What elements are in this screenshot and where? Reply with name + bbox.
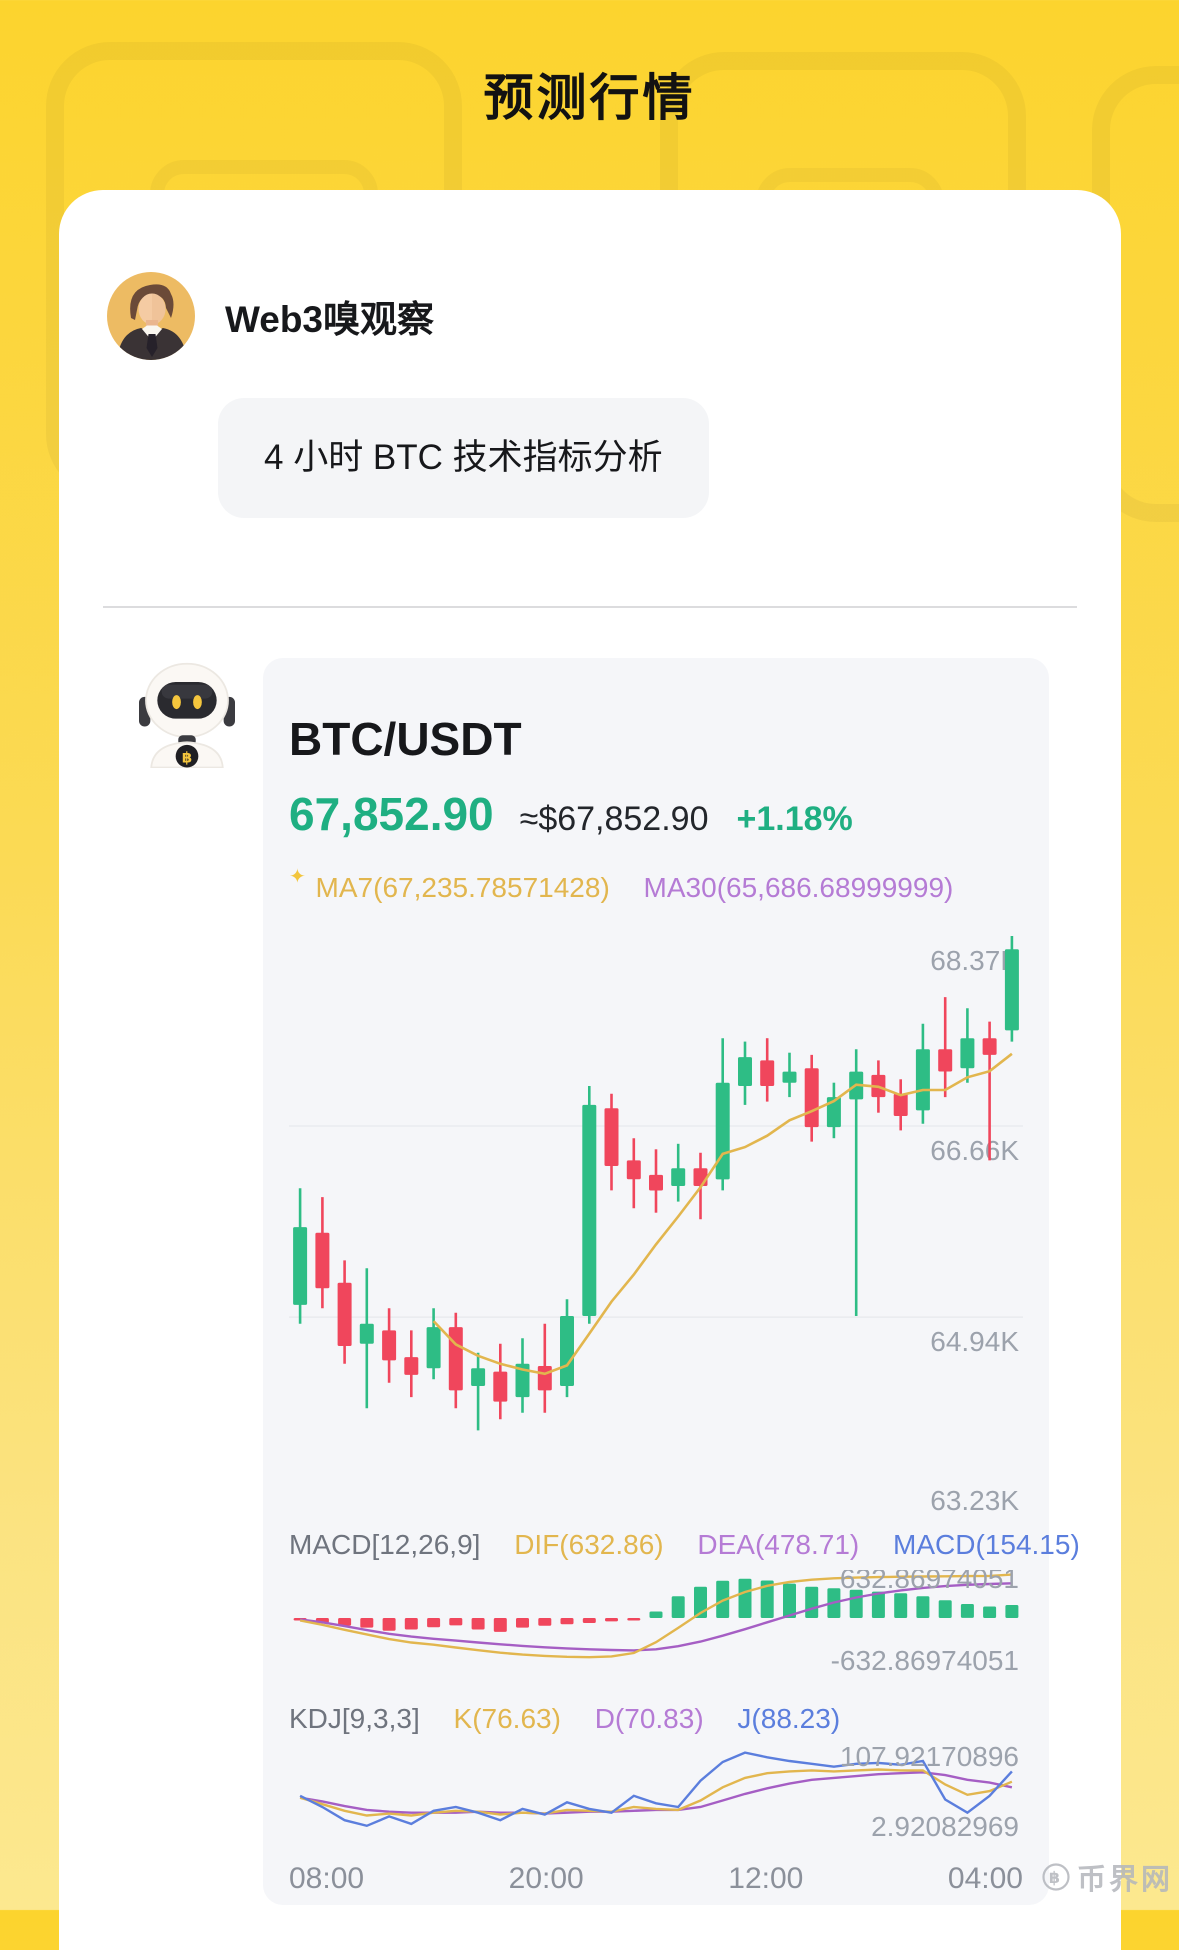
svg-text:฿: ฿ [1049,1870,1063,1887]
ma-overlay-labels: ✦ MA7(67,235.78571428) MA30(65,686.68999… [263,866,1049,906]
svg-text:107.92170896: 107.92170896 [840,1741,1019,1772]
profile-name: Web3嗅观察 [225,299,435,340]
macd-params-label: MACD[12,26,9] [289,1529,481,1560]
page-title: 预测行情 [483,70,696,126]
svg-text:2.92082969: 2.92082969 [871,1811,1019,1842]
ma7-label: MA7(67,235.78571428) [315,872,610,903]
svg-text:64.94K: 64.94K [930,1326,1019,1357]
kdj-labels: KDJ[9,3,3] K(76.63) D(70.83) J(88.23) [263,1704,1049,1734]
svg-text:-632.86974051: -632.86974051 [831,1645,1019,1676]
price-row: 67,852.90 ≈$67,852.90 +1.18% [263,786,1049,847]
person-avatar-icon [107,272,195,360]
j-label: J(88.23) [737,1703,841,1734]
time-tick: 04:00 [947,1862,1023,1895]
pair-title: BTC/USDT [289,713,522,765]
macd-chart[interactable]: 632.86974051 -632.86974051 [289,1570,1023,1700]
robot-avatar: ฿ [139,658,235,773]
svg-text:68.37K: 68.37K [930,945,1019,976]
macd-labels: MACD[12,26,9] DIF(632.86) DEA(478.71) MA… [263,1529,1080,1560]
watermark: ฿ 币界网 [1041,1856,1173,1898]
coin-icon: ฿ [1042,1863,1070,1891]
ma30-label: MA30(65,686.68999999) [643,872,954,903]
chart-card: BTC/USDT 67,852.90 ≈$67,852.90 +1.18% ✦ … [263,658,1080,1905]
time-tick: 12:00 [728,1862,804,1895]
time-axis: 08:00 20:00 12:00 04:00 [289,1863,1023,1895]
analysis-row: ฿ BTC/USDT 67,852.90 ≈$67,852.90 +1.18% … [59,658,1121,1905]
dif-label: DIF(632.86) [514,1529,664,1560]
fiat-price: ≈$67,852.90 [519,800,709,838]
avatar[interactable] [107,272,195,360]
kdj-params-label: KDJ[9,3,3] [289,1703,420,1734]
sparkle-icon: ✦ [289,866,306,888]
price-change-badge: +1.18% [736,800,853,838]
share-card: Web3嗅观察 4 小时 BTC 技术指标分析 ฿ BTC/USDT 6 [59,190,1121,1950]
dea-label: DEA(478.71) [697,1529,860,1560]
svg-text:63.23K: 63.23K [930,1485,1019,1516]
d-label: D(70.83) [594,1703,704,1734]
svg-text:66.66K: 66.66K [930,1135,1019,1166]
k-label: K(76.63) [453,1703,561,1734]
kdj-chart[interactable]: 107.92170896 2.92082969 [289,1736,1023,1861]
time-tick: 08:00 [289,1862,365,1895]
time-tick: 20:00 [508,1862,584,1895]
candlestick-chart[interactable]: 68.37K 66.66K 64.94K 63.23K [289,916,1023,1516]
svg-text:฿: ฿ [182,750,192,766]
macd-value-label: MACD(154.15) [893,1529,1080,1560]
last-price: 67,852.90 [289,788,494,840]
message-bubble: 4 小时 BTC 技术指标分析 [218,398,709,518]
robot-icon: ฿ [139,662,235,769]
profile-row: Web3嗅观察 [107,272,1121,360]
divider [103,606,1077,608]
svg-text:632.86974051: 632.86974051 [840,1570,1019,1594]
watermark-text: 币界网 [1076,1864,1173,1896]
